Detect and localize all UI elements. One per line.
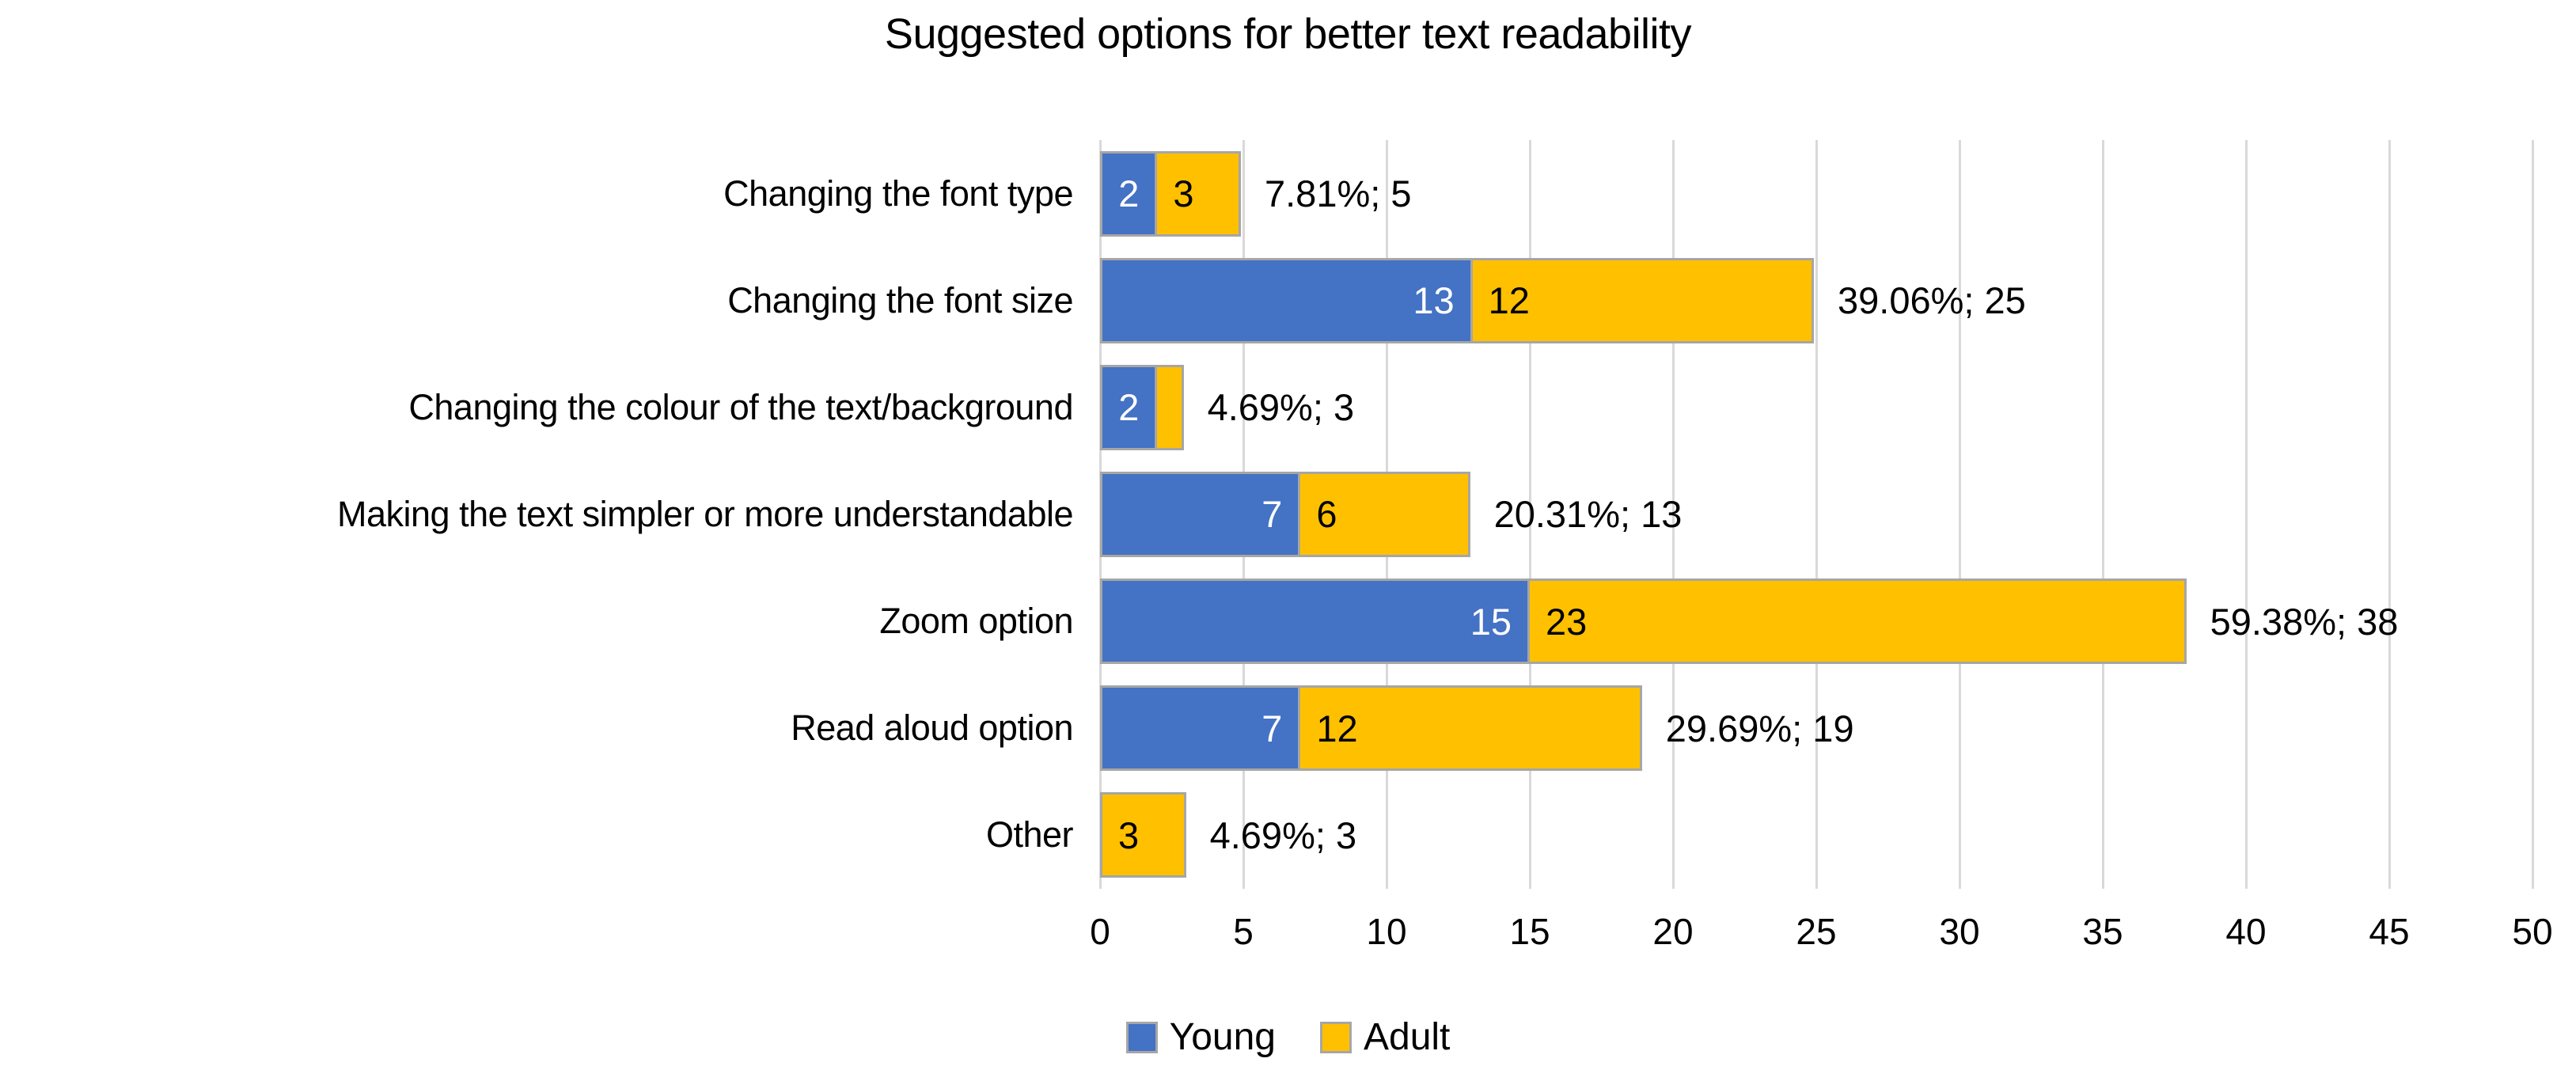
- bar-row: 7 12 29.69%; 19: [1100, 675, 2532, 782]
- category-label: Zoom option: [879, 601, 1073, 642]
- category-axis: Changing the font type Changing the font …: [0, 140, 1100, 889]
- legend-item-adult: Adult: [1319, 1015, 1451, 1059]
- x-axis-tick-label: 40: [2225, 911, 2267, 952]
- bar-row: 2 4.69%; 3: [1100, 354, 2532, 461]
- gridline: [2532, 140, 2534, 889]
- young-bar-segment: 7: [1100, 471, 1301, 557]
- adult-bar-segment: 3: [1155, 150, 1241, 237]
- adult-bar-segment: [1155, 364, 1184, 450]
- total-data-label: 39.06%; 25: [1837, 279, 2026, 322]
- x-axis-tick-label: 5: [1233, 911, 1254, 952]
- gridline: [2245, 140, 2248, 889]
- total-data-label: 7.81%; 5: [1264, 173, 1412, 215]
- segment-data-label: 6: [1316, 493, 1337, 536]
- chart-body: Changing the font type Changing the font …: [0, 140, 2534, 889]
- total-data-label: 20.31%; 13: [1493, 493, 1683, 536]
- x-axis-tick-label: 20: [1652, 911, 1694, 952]
- bar-row: 15 23 59.38%; 38: [1100, 568, 2532, 675]
- bar-row: 7 6 20.31%; 13: [1100, 461, 2532, 567]
- x-axis-tick-label: 50: [2512, 911, 2553, 952]
- segment-data-label: 3: [1118, 814, 1140, 856]
- legend-label: Young: [1169, 1016, 1276, 1058]
- segment-data-label: 12: [1316, 707, 1358, 749]
- segment-data-label: 7: [1261, 493, 1283, 536]
- legend-swatch-adult: [1319, 1021, 1352, 1053]
- gridline: [1672, 140, 1675, 889]
- x-axis-tick-label: 30: [1939, 911, 1980, 952]
- young-bar-segment: 7: [1100, 685, 1301, 772]
- legend-item-young: Young: [1125, 1015, 1276, 1059]
- adult-bar-segment: 12: [1298, 685, 1642, 772]
- legend: Young Adult: [0, 1015, 2576, 1059]
- segment-data-label: 3: [1173, 173, 1194, 215]
- plot-area: 2 3 7.81%; 5 13 12 39.06%; 25 2 4.69%; 3 7 6 20.31…: [1099, 140, 2534, 889]
- bar-row: 2 3 7.81%; 5: [1100, 140, 2532, 247]
- adult-bar-segment: 23: [1527, 579, 2187, 665]
- x-axis-tick-label: 10: [1366, 911, 1407, 952]
- bar-row: 13 12 39.06%; 25: [1100, 247, 2532, 354]
- segment-data-label: 15: [1470, 600, 1512, 643]
- segment-data-label: 23: [1546, 600, 1588, 643]
- x-axis-tick-label: 25: [1796, 911, 1837, 952]
- gridline: [2388, 140, 2391, 889]
- total-data-label: 59.38%; 38: [2210, 600, 2399, 643]
- x-axis-tick-label: 15: [1509, 911, 1550, 952]
- segment-data-label: 13: [1413, 279, 1455, 322]
- x-axis-tick-label: 45: [2369, 911, 2410, 952]
- x-axis-tick-label: 0: [1090, 911, 1110, 952]
- young-bar-segment: 15: [1100, 579, 1530, 665]
- gridline: [1529, 140, 1531, 889]
- total-data-label: 4.69%; 3: [1207, 386, 1355, 429]
- adult-bar-segment: 12: [1470, 257, 1814, 343]
- young-bar-segment: 2: [1100, 150, 1158, 237]
- gridline: [2102, 140, 2104, 889]
- total-data-label: 4.69%; 3: [1209, 814, 1357, 856]
- young-bar-segment: 2: [1100, 364, 1158, 450]
- x-axis: 0 5 10 15 20 25 30 35 40 45 50: [1090, 910, 2552, 965]
- segment-data-label: 12: [1488, 279, 1530, 322]
- legend-swatch-young: [1125, 1021, 1158, 1053]
- category-label: Read aloud option: [791, 708, 1073, 749]
- young-bar-segment: 13: [1100, 257, 1473, 343]
- adult-bar-segment: 6: [1298, 471, 1470, 557]
- gridline: [1959, 140, 1961, 889]
- category-label: Changing the font type: [723, 173, 1073, 214]
- category-label: Changing the font size: [727, 279, 1073, 321]
- category-label: Making the text simpler or more understa…: [337, 493, 1073, 534]
- category-label: Other: [985, 814, 1074, 855]
- segment-data-label: 2: [1118, 173, 1140, 215]
- category-label: Changing the colour of the text/backgrou…: [408, 386, 1073, 427]
- segment-data-label: 7: [1261, 707, 1283, 749]
- adult-bar-segment: 3: [1100, 792, 1186, 878]
- gridline: [1815, 140, 1818, 889]
- x-axis-tick-label: 35: [2082, 911, 2123, 952]
- segment-data-label: 2: [1118, 386, 1140, 429]
- chart-title: Suggested options for better text readab…: [884, 10, 1692, 58]
- bar-row: 3 4.69%; 3: [1100, 782, 2532, 889]
- total-data-label: 29.69%; 19: [1665, 707, 1854, 749]
- legend-label: Adult: [1363, 1016, 1451, 1058]
